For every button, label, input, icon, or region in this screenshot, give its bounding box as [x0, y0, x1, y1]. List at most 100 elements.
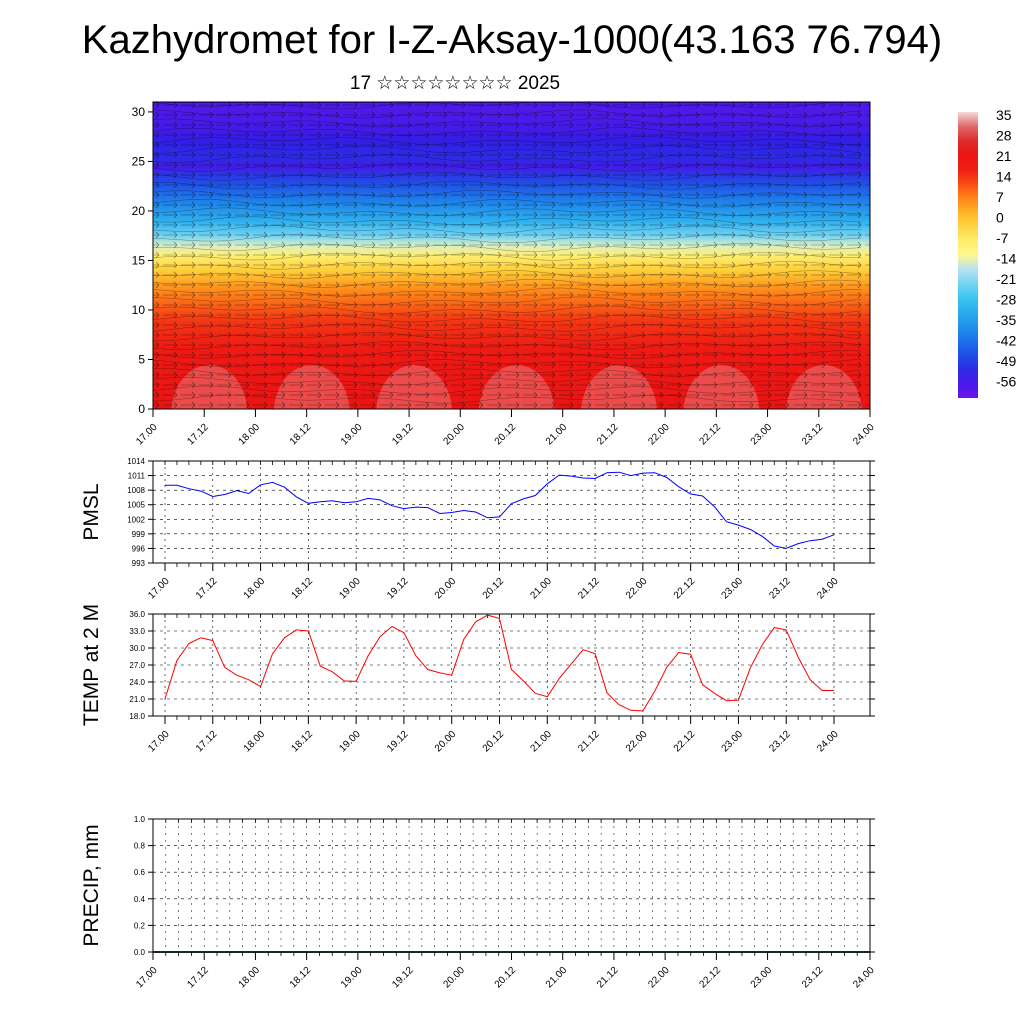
top-x-tick-label: 21.00: [544, 422, 570, 448]
top-x-tick-label: 23.12: [800, 422, 826, 448]
top-x-tick-label: 22.12: [698, 422, 724, 448]
pmsl-x-tick-label: 20.12: [481, 576, 507, 602]
pmsl-x-tick-label: 22.12: [672, 576, 698, 602]
temp-y-tick-label: 36.0: [129, 610, 145, 619]
precip-x-tick-label: 17.12: [185, 965, 211, 991]
pmsl-y-tick-label: 993: [132, 559, 146, 568]
temp-x-tick-label: 22.00: [624, 729, 650, 755]
temp-y-tick-label: 33.0: [129, 627, 145, 636]
pmsl-x-tick-label: 17.12: [194, 576, 220, 602]
pmsl-x-tick-label: 18.12: [290, 576, 316, 602]
pmsl-series-line: [165, 471, 835, 549]
pmsl-x-tick-label: 22.00: [624, 576, 650, 602]
precip-y-axis-label: PRECIP, mm: [80, 824, 103, 946]
colorbar-label: -28: [996, 292, 1016, 308]
top-x-tick-label: 17.12: [185, 422, 211, 448]
precip-y-tick-label: 0.6: [134, 868, 146, 877]
pmsl-x-tick-label: 18.00: [242, 576, 268, 602]
colorbar-label: -42: [996, 333, 1016, 349]
colorbar-label: 35: [996, 107, 1012, 123]
pmsl-x-tick-label: 21.12: [576, 576, 602, 602]
temp-x-tick-label: 22.12: [672, 729, 698, 755]
wind-vectors: [153, 102, 870, 409]
isotherm-lines: [153, 102, 870, 409]
pmsl-y-tick-label: 1011: [128, 472, 146, 481]
precip-x-tick-label: 17.00: [134, 965, 160, 991]
temp-x-tick-label: 19.00: [337, 729, 363, 755]
precip-x-tick-label: 19.12: [390, 965, 416, 991]
top-x-tick-label: 21.12: [595, 422, 621, 448]
precip-x-tick-label: 18.12: [288, 965, 314, 991]
precip-x-tick-label: 18.00: [237, 965, 263, 991]
precip-x-tick-label: 21.00: [544, 965, 570, 991]
precip-x-tick-label: 20.00: [441, 965, 467, 991]
top-x-tick-label: 17.00: [134, 422, 160, 448]
precip-x-tick-label: 23.00: [749, 965, 775, 991]
precip-y-tick-label: 0.8: [134, 842, 146, 851]
top-y-tick-label: 5: [138, 352, 145, 366]
pmsl-x-tick-label: 20.00: [433, 576, 459, 602]
precip-y-tick-label: 0.0: [134, 948, 146, 957]
pmsl-y-tick-label: 1008: [127, 486, 145, 495]
top-x-tick-label: 20.00: [441, 422, 467, 448]
pmsl-y-tick-label: 999: [132, 530, 146, 539]
colorbar-label: -7: [996, 230, 1009, 246]
colorbar-label: 7: [996, 189, 1004, 205]
colorbar-label: 28: [996, 128, 1012, 144]
precip-x-tick-label: 21.12: [595, 965, 621, 991]
colorbar-label: -35: [996, 312, 1016, 328]
temp-x-tick-label: 21.00: [528, 729, 554, 755]
top-x-tick-label: 22.00: [646, 422, 672, 448]
precip-x-tick-label: 24.00: [851, 965, 877, 991]
temp-y-tick-label: 24.0: [129, 678, 145, 687]
top-x-tick-label: 18.12: [288, 422, 314, 448]
chart-subtitle: 17 ☆☆☆☆☆☆☆☆ 2025: [349, 73, 561, 94]
temp-y-tick-label: 18.0: [129, 712, 145, 721]
temp-x-tick-label: 23.00: [720, 729, 746, 755]
colorbar-label: -14: [996, 251, 1016, 267]
temp-x-tick-label: 19.12: [385, 729, 411, 755]
temp-x-tick-label: 20.12: [481, 729, 507, 755]
top-y-tick-label: 10: [132, 303, 146, 317]
precip-y-tick-label: 0.2: [134, 921, 146, 930]
pmsl-y-tick-label: 1002: [127, 515, 145, 524]
temp-x-tick-label: 17.00: [146, 729, 172, 755]
pmsl-x-tick-label: 17.00: [146, 576, 172, 602]
colorbar-label: 0: [996, 210, 1004, 226]
pmsl-x-tick-label: 21.00: [528, 576, 554, 602]
top-y-tick-label: 20: [132, 204, 146, 218]
top-x-tick-label: 24.00: [851, 422, 877, 448]
pmsl-y-tick-label: 996: [132, 544, 146, 553]
pmsl-plot-frame: [152, 460, 871, 564]
precip-x-tick-label: 20.12: [493, 965, 519, 991]
pmsl-x-tick-label: 19.00: [337, 576, 363, 602]
colorbar-label: 21: [996, 148, 1012, 164]
pmsl-y-tick-label: 1014: [127, 457, 145, 466]
colorbar: [958, 112, 978, 398]
temp-x-tick-label: 20.00: [433, 729, 459, 755]
temp-series-line: [164, 614, 834, 712]
precip-x-tick-label: 23.12: [800, 965, 826, 991]
temp-x-tick-label: 17.12: [194, 729, 220, 755]
top-x-tick-label: 23.00: [749, 422, 775, 448]
colorbar-label: -56: [996, 374, 1016, 390]
pmsl-x-tick-label: 19.12: [385, 576, 411, 602]
pmsl-x-tick-label: 24.00: [815, 576, 841, 602]
temp-y-tick-label: 27.0: [129, 661, 145, 670]
colorbar-label: -49: [996, 353, 1016, 369]
pmsl-y-tick-label: 1005: [127, 501, 145, 510]
precip-x-tick-label: 19.00: [339, 965, 365, 991]
temp-y-axis-label: TEMP at 2 M: [80, 604, 103, 726]
top-x-tick-label: 19.12: [390, 422, 416, 448]
top-y-tick-label: 15: [132, 253, 146, 267]
temp-x-tick-label: 23.12: [767, 729, 793, 755]
chart-title: Kazhydromet for I-Z-Aksay-1000(43.163 76…: [81, 18, 943, 62]
temp-x-tick-label: 18.12: [290, 729, 316, 755]
temp-y-tick-label: 30.0: [129, 644, 145, 653]
top-x-tick-label: 20.12: [493, 422, 519, 448]
top-y-tick-label: 30: [132, 105, 146, 119]
temp-x-tick-label: 24.00: [815, 729, 841, 755]
temp-x-tick-label: 21.12: [576, 729, 602, 755]
top-y-tick-label: 0: [138, 402, 145, 416]
top-x-tick-label: 19.00: [339, 422, 365, 448]
